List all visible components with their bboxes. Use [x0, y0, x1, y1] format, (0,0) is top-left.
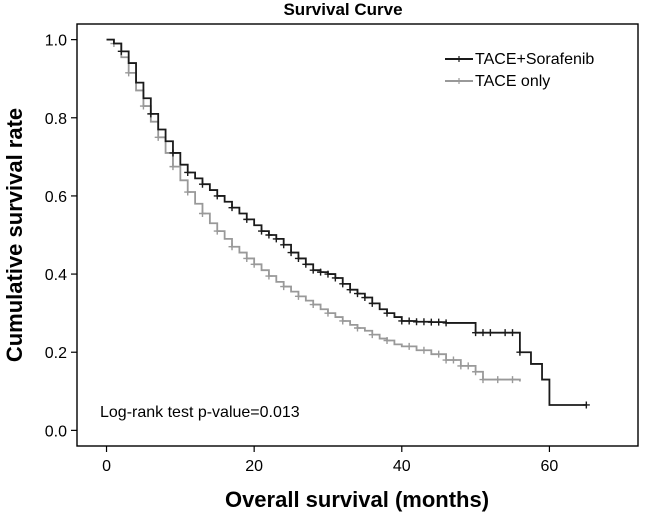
x-tick-label: 20 — [245, 458, 263, 475]
censor-mark — [479, 329, 487, 337]
censor-mark — [509, 329, 517, 337]
censor-mark — [442, 356, 450, 364]
censor-mark — [184, 188, 192, 196]
censor-mark — [294, 292, 302, 300]
censor-mark — [405, 342, 413, 350]
censor-mark — [294, 254, 302, 262]
censor-mark — [383, 309, 391, 317]
y-tick-label: 0.4 — [45, 267, 67, 284]
censor-mark — [265, 272, 273, 280]
censor-mark — [494, 376, 502, 384]
censor-mark — [228, 243, 236, 251]
y-tick-label: 0.0 — [45, 423, 67, 440]
censor-mark — [449, 356, 457, 364]
censor-mark — [457, 362, 465, 370]
censor-mark — [501, 329, 509, 337]
censor-mark — [464, 362, 472, 370]
legend-censor-mark — [456, 78, 462, 84]
censor-mark — [479, 376, 487, 384]
censor-mark — [472, 368, 480, 376]
censor-mark — [516, 348, 524, 356]
censor-mark — [420, 346, 428, 354]
censor-mark — [169, 149, 177, 157]
series-tace-only — [106, 38, 521, 384]
censor-mark — [361, 294, 369, 302]
censor-mark — [280, 283, 288, 291]
censor-mark — [243, 254, 251, 262]
censor-mark — [339, 280, 347, 288]
x-axis: 0 20 40 60 — [102, 446, 558, 475]
censor-mark — [198, 180, 206, 188]
censor-mark — [117, 47, 125, 55]
censor-mark — [169, 163, 177, 171]
censor-mark — [324, 309, 332, 317]
censor-mark — [198, 210, 206, 218]
x-axis-label: Overall survival (months) — [225, 487, 489, 512]
censor-mark — [427, 318, 435, 326]
censor-mark — [435, 318, 443, 326]
censor-mark — [154, 133, 162, 141]
survival-line — [106, 38, 587, 406]
censor-mark — [331, 274, 339, 282]
censor-mark — [398, 317, 406, 325]
censor-mark — [213, 227, 221, 235]
censor-mark — [139, 102, 147, 110]
censor-mark — [280, 241, 288, 249]
censor-mark — [243, 215, 251, 223]
y-tick-label: 0.2 — [45, 345, 67, 362]
censor-mark — [368, 299, 376, 307]
censor-mark — [383, 337, 391, 344]
survival-line — [106, 38, 521, 382]
censor-mark — [420, 318, 428, 326]
series-tace-sorafenib — [106, 38, 590, 409]
censor-mark — [472, 329, 480, 337]
legend-label: TACE only — [475, 73, 550, 90]
censor-mark — [272, 235, 280, 243]
censor-mark — [354, 324, 361, 332]
y-tick-label: 0.6 — [45, 189, 67, 206]
censor-mark — [265, 231, 273, 239]
censor-mark — [324, 270, 332, 278]
censor-mark — [435, 350, 443, 358]
censor-mark — [125, 69, 133, 77]
censor-mark — [309, 301, 317, 309]
censor-mark — [346, 286, 354, 294]
series-layer — [106, 38, 590, 409]
censor-mark — [309, 266, 317, 274]
x-tick-label: 40 — [393, 458, 411, 475]
censor-mark — [339, 317, 347, 325]
legend-label: TACE+Sorafenib — [475, 51, 594, 68]
censor-mark — [368, 331, 376, 339]
censor-mark — [258, 227, 266, 235]
legend-item: TACE only — [445, 73, 550, 90]
y-tick-label: 0.8 — [45, 111, 67, 128]
legend-censor-mark — [456, 56, 462, 62]
log-rank-annotation: Log-rank test p-value=0.013 — [100, 404, 300, 421]
censor-mark — [442, 319, 450, 327]
censor-mark — [213, 192, 221, 200]
plot-frame — [76, 23, 639, 447]
x-tick-label: 0 — [102, 458, 111, 475]
censor-mark — [509, 376, 517, 384]
censor-mark — [582, 401, 590, 409]
censor-mark — [302, 260, 310, 268]
censor-mark — [228, 204, 236, 212]
censor-mark — [354, 290, 361, 298]
censor-mark — [405, 317, 413, 325]
legend-item: TACE+Sorafenib — [445, 51, 594, 68]
censor-mark — [486, 329, 494, 337]
censor-mark — [250, 260, 258, 268]
censor-mark — [184, 168, 192, 176]
censor-mark — [317, 268, 325, 276]
censor-mark — [147, 110, 155, 118]
censor-mark — [287, 249, 295, 257]
y-axis-label: Cumulative survival rate — [2, 108, 27, 362]
chart-title: Survival Curve — [283, 0, 402, 19]
y-tick-label: 1.0 — [45, 33, 67, 50]
censor-mark — [413, 318, 421, 326]
legend: TACE+Sorafenib TACE only — [445, 51, 594, 90]
x-tick-label: 60 — [541, 458, 559, 475]
y-axis: 0.0 0.2 0.4 0.6 0.8 1.0 — [45, 33, 77, 440]
